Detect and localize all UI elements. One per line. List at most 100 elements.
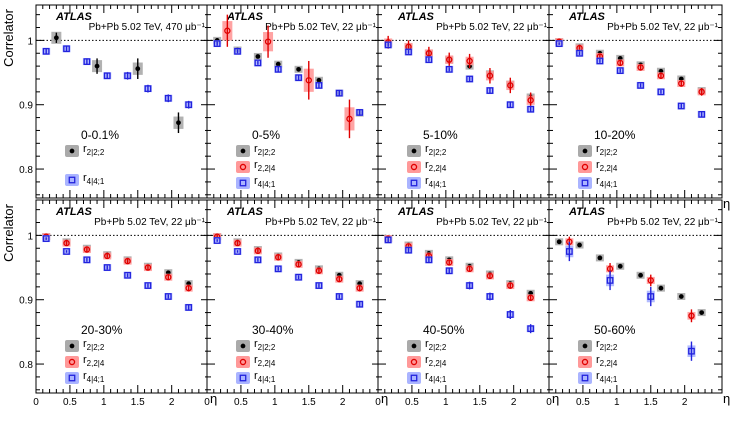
data-point — [697, 110, 706, 118]
marker-square — [384, 236, 392, 244]
data-point — [656, 88, 665, 96]
data-point — [465, 265, 474, 273]
series-r_4_4_1 — [384, 41, 535, 113]
legend-label: r2,2|4 — [425, 354, 447, 368]
legend-item-r_4_4_1: r4|4;1 — [407, 175, 447, 189]
legend-band — [407, 177, 421, 189]
legend-item-r_4_4_1: r4|4;1 — [65, 370, 105, 384]
marker-square — [616, 67, 624, 74]
legend-item-r_2_2_2: r2|2;2 — [578, 143, 618, 157]
marker-square — [335, 293, 343, 300]
series-r_4_4_1 — [384, 236, 535, 334]
legend-item-r_4_4_1: r4|4;1 — [578, 370, 618, 384]
marker-circle — [581, 163, 589, 171]
marker-square — [637, 82, 644, 89]
legend-band — [236, 372, 250, 384]
atlas-label: ATLAS — [397, 11, 435, 23]
marker-circle — [527, 97, 534, 104]
marker-dot — [411, 343, 417, 349]
data-point — [335, 293, 344, 300]
atlas-label: ATLAS — [568, 206, 606, 218]
marker-square — [647, 293, 655, 300]
marker-square — [405, 48, 412, 56]
x-tick-label: 1 — [272, 397, 278, 408]
data-point — [506, 310, 515, 320]
legend-band — [578, 372, 592, 384]
marker-square — [565, 248, 573, 255]
marker-dot — [582, 343, 588, 349]
data-point — [465, 53, 474, 69]
collision-info: Pb+Pb 5.02 TeV, 22 μb⁻¹ — [265, 217, 377, 228]
data-point — [424, 256, 433, 264]
marker-square — [103, 72, 111, 80]
centrality-label: 20-30% — [81, 323, 123, 337]
data-point — [616, 67, 625, 75]
data-point — [485, 292, 494, 301]
data-point — [62, 45, 71, 53]
series-r_4_4_1 — [565, 241, 696, 361]
marker-circle — [466, 265, 473, 273]
marker-square — [124, 271, 131, 279]
marker-circle — [617, 59, 624, 67]
centrality-label: 10-20% — [594, 128, 636, 142]
marker-dot — [699, 310, 705, 315]
x-tick-label: 2 — [169, 397, 175, 408]
legend-item-r_2_2_2: r2|2;2 — [407, 338, 447, 352]
atlas-label: ATLAS — [568, 11, 606, 23]
data-point — [184, 303, 193, 311]
marker-circle — [446, 259, 453, 266]
marker-circle — [295, 261, 302, 268]
legend: r2|2;2 r2,2|4 r4|4;1 — [407, 143, 447, 189]
legend-label: r4|4;1 — [83, 172, 105, 186]
legend-label: r2|2;2 — [596, 338, 618, 352]
x-tick-label: 1 — [443, 397, 449, 408]
series-r_4_4_1 — [555, 40, 706, 118]
atlas-label: ATLAS — [55, 206, 93, 218]
data-point — [506, 77, 515, 94]
marker-dot — [240, 343, 246, 349]
data-point — [213, 237, 222, 245]
marker-dot — [638, 272, 643, 278]
y-tick-label: 0.9 — [19, 296, 33, 307]
marker-square — [527, 325, 535, 333]
legend-item-r_4_4_1: r4|4;1 — [578, 175, 618, 189]
data-point — [526, 92, 535, 108]
data-point — [656, 72, 665, 80]
legend-band — [65, 372, 79, 384]
x-axis-label: η — [723, 391, 730, 406]
legend-item-r_2_2_4: r2,2|4 — [407, 159, 447, 173]
panel-frame — [377, 199, 552, 394]
data-point — [263, 25, 274, 58]
data-point — [42, 235, 51, 243]
marker-square — [103, 264, 111, 271]
legend-label: r2|2;2 — [425, 338, 447, 352]
legend: r2|2;2 r2,2|4 r4|4;1 — [65, 338, 105, 384]
data-point — [184, 100, 193, 109]
marker-circle — [410, 163, 418, 171]
y-tick-label: 0.8 — [19, 360, 33, 371]
marker-circle — [144, 264, 152, 271]
marker-dot — [69, 343, 75, 349]
legend-band — [407, 356, 421, 368]
legend-label: r4|4;1 — [254, 370, 276, 384]
marker-square — [466, 75, 473, 83]
atlas-label: ATLAS — [397, 206, 435, 218]
marker-circle — [486, 72, 494, 79]
data-point — [575, 241, 584, 249]
y-tick-label: 1 — [27, 231, 33, 242]
legend-label: r2|2;2 — [254, 143, 276, 157]
marker-dot — [577, 242, 582, 248]
data-point — [595, 57, 604, 65]
atlas-label: ATLAS — [226, 11, 264, 23]
series-r_4_4_1 — [42, 235, 193, 311]
data-point — [253, 256, 262, 264]
x-tick-label: 0 — [546, 397, 552, 408]
x-tick-label: 2 — [682, 397, 688, 408]
series-r_4_4_1 — [213, 237, 364, 308]
data-point — [274, 265, 283, 273]
marker-square — [254, 256, 262, 264]
legend-item-r_2_2_4: r2,2|4 — [236, 354, 276, 368]
collision-info: Pb+Pb 5.02 TeV, 470 μb⁻¹ — [89, 22, 206, 33]
